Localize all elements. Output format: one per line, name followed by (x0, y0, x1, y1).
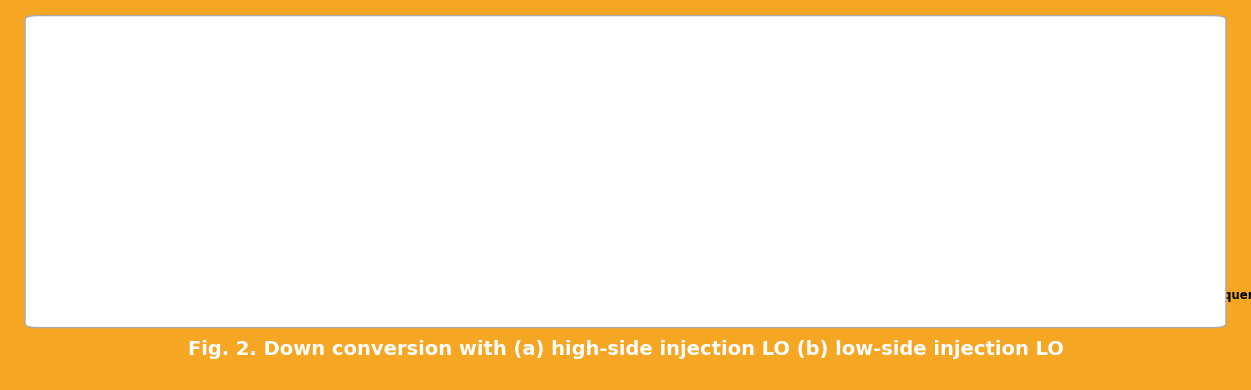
Text: IF: IF (184, 295, 198, 308)
Text: Power: Power (90, 142, 103, 186)
Text: HSI LO: HSI LO (423, 295, 473, 308)
Text: Frequency: Frequency (1202, 289, 1251, 302)
Polygon shape (772, 101, 797, 278)
Text: $f_{IF}=f_{RF}-f_{LO}$: $f_{IF}=f_{RF}-f_{LO}$ (159, 44, 228, 58)
Text: Input
RF: Input RF (991, 51, 1028, 78)
Polygon shape (417, 130, 448, 278)
Text: Power: Power (678, 142, 692, 186)
Text: IF: IF (777, 295, 791, 308)
Text: Fig. 2. Down conversion with (a) high-side injection LO (b) low-side injection L: Fig. 2. Down conversion with (a) high-si… (188, 340, 1063, 359)
Text: LSI LO: LSI LO (948, 295, 995, 308)
Text: Frequency: Frequency (590, 289, 659, 302)
Text: Input
RF: Input RF (388, 51, 424, 78)
Polygon shape (179, 101, 203, 278)
Polygon shape (957, 130, 985, 278)
Text: $f_{IF}=f_{RF}-f_{LO}$: $f_{IF}=f_{RF}-f_{LO}$ (751, 44, 819, 58)
